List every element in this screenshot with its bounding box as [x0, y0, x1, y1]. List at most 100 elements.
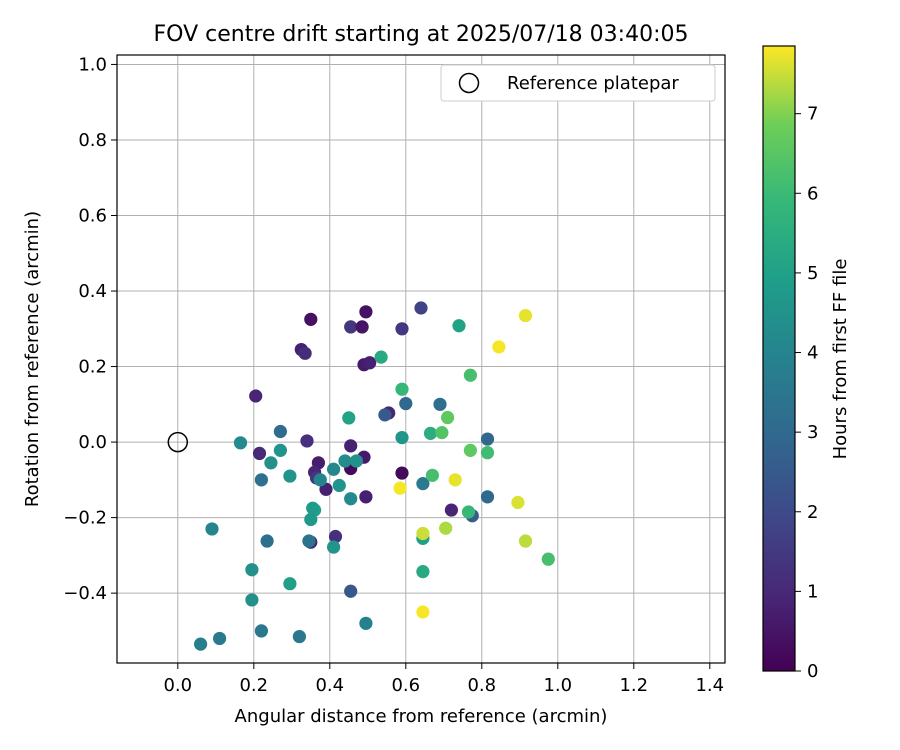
data-point	[395, 322, 409, 336]
x-tick-label: 1.0	[543, 675, 572, 696]
colorbar-ticks: 0 1 2 3 4 5 6 7	[795, 104, 818, 682]
data-point	[359, 305, 373, 319]
data-point	[344, 320, 358, 334]
data-point	[448, 473, 462, 487]
data-point	[213, 631, 227, 646]
data-point	[338, 454, 352, 468]
data-point	[393, 481, 407, 495]
data-point	[492, 340, 506, 354]
data-point	[302, 534, 316, 548]
data-point	[378, 408, 392, 422]
colorbar-tick-label: 1	[807, 581, 818, 602]
data-point	[344, 439, 358, 453]
data-point	[463, 368, 477, 382]
data-point	[344, 492, 358, 506]
plot-frame	[116, 54, 726, 664]
data-point	[194, 637, 208, 651]
data-point	[395, 466, 409, 480]
data-point	[433, 397, 447, 411]
data-points	[194, 301, 555, 651]
data-point	[313, 473, 327, 487]
x-tick-label: 0.6	[391, 675, 420, 696]
y-axis-ticks: −0.4 −0.2 0.0 0.2 0.4 0.6 0.8 1.0	[63, 54, 117, 604]
colorbar-tick-label: 0	[807, 661, 818, 682]
data-point	[452, 319, 466, 333]
data-point	[298, 346, 312, 360]
legend-reference-marker	[458, 72, 480, 94]
data-point	[416, 605, 430, 619]
y-tick-label: 0.2	[78, 357, 107, 378]
colorbar-tick-label: 5	[807, 263, 818, 284]
data-point	[425, 468, 439, 482]
data-point	[480, 446, 495, 460]
data-point	[359, 490, 373, 504]
colorbar-tick-label: 7	[807, 104, 818, 125]
x-tick-label: 0.2	[239, 675, 268, 696]
data-point	[342, 411, 356, 425]
colorbar-label: Hours from first FF file	[830, 259, 851, 460]
data-point	[480, 490, 495, 504]
y-tick-label: 0.0	[78, 432, 107, 453]
y-tick-label: −0.2	[63, 508, 107, 529]
chart-title: FOV centre drift starting at 2025/07/18 …	[154, 22, 689, 47]
x-tick-label: 1.2	[619, 675, 648, 696]
data-point	[416, 565, 430, 579]
data-point	[245, 593, 259, 607]
data-point	[444, 503, 458, 517]
data-point	[273, 424, 287, 439]
data-point	[292, 629, 306, 644]
data-point	[252, 446, 267, 461]
data-point	[511, 495, 525, 510]
data-point	[480, 432, 495, 446]
data-point	[395, 382, 409, 396]
data-point	[332, 478, 346, 493]
data-point	[359, 616, 373, 630]
x-tick-label: 0.4	[315, 675, 344, 696]
data-point	[541, 552, 555, 566]
data-point	[273, 443, 287, 457]
data-point	[416, 526, 430, 541]
data-point	[306, 501, 320, 515]
colorbar-tick-label: 4	[807, 343, 818, 364]
data-point	[300, 434, 314, 448]
data-point	[395, 430, 409, 445]
y-axis-label: Rotation from reference (arcmin)	[22, 211, 43, 507]
data-point	[283, 577, 297, 591]
colorbar-tick-label: 2	[807, 502, 818, 523]
data-point	[423, 426, 438, 440]
data-point	[205, 522, 219, 536]
data-point	[233, 436, 248, 450]
x-tick-label: 0.8	[467, 675, 496, 696]
x-axis-ticks: 0.0 0.2 0.4 0.6 0.8 1.0 1.2 1.4	[163, 663, 724, 696]
data-point	[518, 308, 533, 323]
data-point	[327, 540, 341, 554]
data-point	[260, 534, 274, 548]
data-point	[463, 443, 477, 457]
data-point	[435, 426, 449, 440]
legend: Reference platepar	[440, 64, 716, 102]
y-tick-label: 0.8	[78, 130, 107, 151]
x-tick-label: 0.0	[163, 675, 192, 696]
data-point	[441, 410, 455, 425]
data-point	[254, 473, 268, 487]
data-point	[264, 456, 278, 470]
data-point	[349, 454, 363, 468]
x-axis-label: Angular distance from reference (arcmin)	[235, 706, 608, 727]
data-point	[518, 534, 533, 548]
data-point	[304, 512, 318, 527]
colorbar-tick-label: 6	[807, 183, 818, 204]
plot-area	[117, 55, 725, 663]
data-point	[283, 469, 297, 483]
data-point	[363, 356, 377, 370]
reference-platepar-marker	[167, 431, 189, 453]
grid	[117, 55, 725, 663]
data-point	[328, 529, 343, 544]
data-point	[399, 396, 413, 411]
data-point	[304, 312, 318, 326]
legend-label-reference: Reference platepar	[507, 73, 679, 94]
data-point	[344, 584, 358, 598]
data-point	[439, 521, 453, 535]
legend-box	[440, 64, 716, 102]
data-point	[249, 389, 263, 403]
